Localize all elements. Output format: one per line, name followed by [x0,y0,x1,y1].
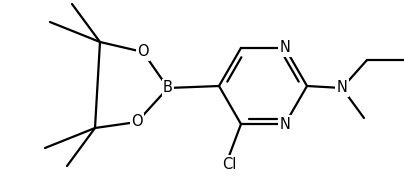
Text: N: N [280,117,290,132]
Text: N: N [280,40,290,55]
Text: O: O [137,44,149,59]
Text: B: B [163,80,173,96]
Text: O: O [131,114,143,130]
Text: N: N [337,80,347,96]
Text: Cl: Cl [222,157,236,172]
